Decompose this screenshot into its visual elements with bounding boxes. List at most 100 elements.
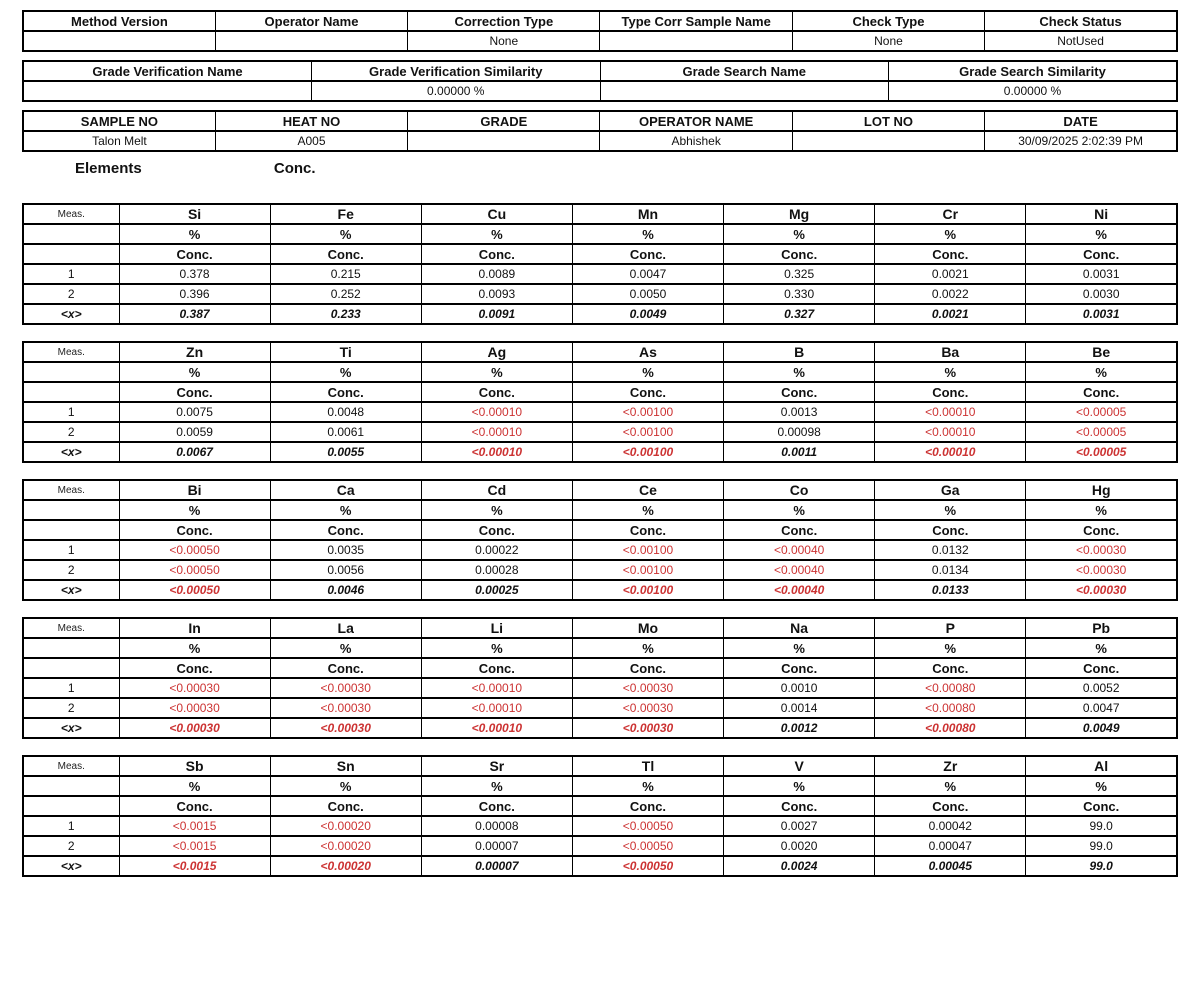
unit-cell: % (1025, 775, 1178, 797)
conc-value-cell: 99.0 (1025, 815, 1178, 837)
conc-value-cell: 0.325 (723, 263, 876, 285)
conc-header-cell: Conc. (420, 657, 573, 679)
measurement-label: 2 (22, 559, 120, 581)
info-header-cell: OPERATOR NAME (599, 110, 793, 132)
unit-row: %%%%%%% (22, 223, 1178, 245)
element-symbol: V (723, 755, 876, 777)
info-value-cell: None (791, 30, 986, 52)
conc-header-cell: Conc. (269, 519, 422, 541)
measurement-row: 1 0.0075 0.0048 <0.00010 <0.00100 0.0013 <0.00… (22, 401, 1178, 423)
info-value-cell (214, 30, 409, 52)
unit-row: %%%%%%% (22, 637, 1178, 659)
element-symbol: Ni (1025, 203, 1178, 225)
conc-header-row: Conc. Conc. Conc. Conc. Conc. Conc. Conc. (22, 795, 1178, 817)
value-row: 0.00000 % 0.00000 % (22, 80, 1178, 102)
element-symbol: Ag (420, 341, 573, 363)
element-symbol: Sr (420, 755, 573, 777)
meas-header-cell: Meas. (22, 755, 120, 777)
measurement-label: 2 (22, 421, 120, 443)
info-header-cell: LOT NO (791, 110, 986, 132)
mean-value-cell: 0.0024 (723, 855, 876, 877)
empty-cell (22, 361, 120, 383)
conc-value-cell: 0.0010 (723, 677, 876, 699)
conc-header-cell: Conc. (420, 381, 573, 403)
element-table-3: Meas. Bi Ca Cd Ce Co Ga Hg%%%%%%% Conc. Conc. Conc… (22, 479, 1178, 601)
empty-cell (22, 243, 120, 265)
conc-value-cell: <0.00020 (269, 815, 422, 837)
conc-header-cell: Conc. (874, 243, 1027, 265)
info-value-cell (599, 30, 793, 52)
conc-value-cell: <0.00050 (118, 539, 271, 561)
mean-value-cell: <0.00050 (118, 579, 271, 601)
unit-cell: % (723, 775, 876, 797)
conc-value-cell: <0.00080 (874, 677, 1027, 699)
value-row: Talon Melt A005 Abhishek 30/09/2025 2:02:39… (22, 130, 1178, 152)
element-symbol: Ba (874, 341, 1027, 363)
conc-value-cell: <0.00100 (571, 539, 725, 561)
element-symbol: Cr (874, 203, 1027, 225)
element-symbol: Ce (571, 479, 725, 501)
measurement-row: 1 <0.0015 <0.00020 0.00008 <0.00050 0.0027 0.0… (22, 815, 1178, 837)
empty-cell (22, 795, 120, 817)
unit-cell: % (118, 637, 271, 659)
conc-header-cell: Conc. (269, 795, 422, 817)
unit-cell: % (420, 499, 573, 521)
element-symbol: Li (420, 617, 573, 639)
conc-value-cell: 0.00042 (874, 815, 1027, 837)
mean-value-cell: <0.00100 (571, 441, 725, 463)
unit-cell: % (874, 499, 1027, 521)
conc-value-cell: 0.00022 (420, 539, 573, 561)
conc-value-cell: <0.00050 (118, 559, 271, 581)
mean-value-cell: <0.00030 (269, 717, 422, 739)
element-symbol-row: Meas. Bi Ca Cd Ce Co Ga Hg (22, 479, 1178, 501)
element-symbol: Cu (420, 203, 573, 225)
unit-cell: % (420, 775, 573, 797)
info-value-cell (599, 80, 889, 102)
conc-value-cell: <0.00030 (1025, 539, 1178, 561)
conc-value-cell: 0.0030 (1025, 283, 1178, 305)
mean-value-cell: <0.00030 (118, 717, 271, 739)
conc-value-cell: 0.00007 (420, 835, 573, 857)
conc-header-cell: Conc. (723, 519, 876, 541)
conc-value-cell: 0.0048 (269, 401, 422, 423)
measurement-label: <x> (22, 717, 120, 739)
unit-cell: % (571, 637, 725, 659)
empty-cell (22, 775, 120, 797)
mean-value-cell: 0.327 (723, 303, 876, 325)
mean-value-cell: 0.0011 (723, 441, 876, 463)
info-header-cell: Grade Verification Similarity (311, 60, 601, 82)
info-value-cell: Talon Melt (22, 130, 216, 152)
mean-value-cell: 0.0049 (571, 303, 725, 325)
measurement-label: 1 (22, 539, 120, 561)
mean-value-cell: <0.00010 (420, 717, 573, 739)
conc-header-cell: Conc. (1025, 795, 1178, 817)
value-row: None None NotUsed (22, 30, 1178, 52)
element-symbol: As (571, 341, 725, 363)
mean-value-cell: 0.00007 (420, 855, 573, 877)
mean-value-cell: <0.00005 (1025, 441, 1178, 463)
info-value-cell (407, 130, 601, 152)
conc-header-cell: Conc. (1025, 657, 1178, 679)
conc-header-cell: Conc. (1025, 243, 1178, 265)
unit-cell: % (1025, 361, 1178, 383)
conc-label: Conc. (273, 160, 316, 177)
conc-value-cell: <0.00040 (723, 559, 876, 581)
header-row: SAMPLE NO HEAT NO GRADE OPERATOR NAME LOT NO… (22, 110, 1178, 132)
info-value-cell: A005 (214, 130, 409, 152)
element-table-4: Meas. In La Li Mo Na P Pb%%%%%%% Conc. Conc. Conc.… (22, 617, 1178, 739)
measurement-row: 2 <0.00050 0.0056 0.00028 <0.00100 <0.00040 0.… (22, 559, 1178, 581)
conc-value-cell: 0.0132 (874, 539, 1027, 561)
element-symbol-row: Meas. Zn Ti Ag As B Ba Be (22, 341, 1178, 363)
unit-cell: % (420, 637, 573, 659)
conc-value-cell: <0.00030 (269, 697, 422, 719)
element-symbol: Sb (118, 755, 271, 777)
conc-header-cell: Conc. (874, 795, 1027, 817)
conc-value-cell: 0.0020 (723, 835, 876, 857)
conc-value-cell: <0.00100 (571, 421, 725, 443)
unit-cell: % (571, 223, 725, 245)
empty-cell (22, 519, 120, 541)
element-symbol: Pb (1025, 617, 1178, 639)
info-header-cell: Check Status (984, 10, 1178, 32)
measurement-label: 2 (22, 835, 120, 857)
mean-value-cell: 0.0031 (1025, 303, 1178, 325)
